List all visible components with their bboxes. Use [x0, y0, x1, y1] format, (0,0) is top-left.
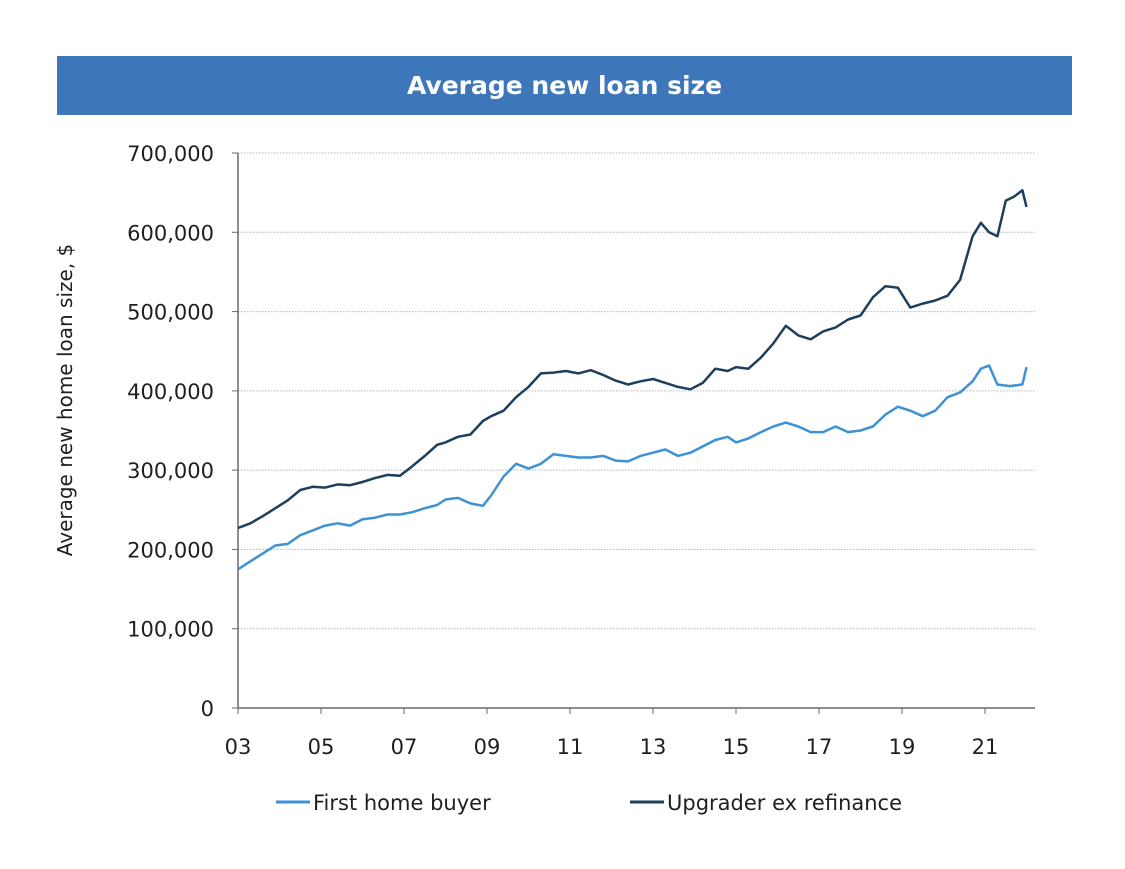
x-tick-labels: 03 05 07 09 11 13 15 17 19 21 [225, 708, 999, 759]
axes [237, 153, 1035, 709]
y-tick-label: 100,000 [127, 618, 214, 642]
legend-label-upgrader: Upgrader ex refinance [667, 791, 902, 815]
x-tick-label: 11 [557, 735, 584, 759]
chart-title-bar: Average new loan size [57, 56, 1072, 115]
x-tick-label: 19 [889, 735, 916, 759]
chart-title: Average new loan size [406, 71, 723, 100]
y-tick-label: 400,000 [127, 380, 214, 404]
series-line-first-home-buyer [237, 364, 1028, 571]
series-line-upgrader-ex-refinance [237, 189, 1028, 530]
x-tick-label: 03 [225, 735, 252, 759]
y-tick-label: 700,000 [127, 142, 214, 166]
x-tick-label: 13 [640, 735, 667, 759]
y-tick-label: 0 [201, 697, 214, 721]
x-tick-label: 05 [308, 735, 335, 759]
y-tick-label: 600,000 [127, 221, 214, 245]
x-tick-label: 15 [723, 735, 750, 759]
y-tick-label: 300,000 [127, 459, 214, 483]
legend-label-first-home-buyer: First home buyer [313, 791, 491, 815]
x-tick-label: 21 [972, 735, 999, 759]
y-axis-label: Average new home loan size, $ [53, 244, 77, 557]
legend: First home buyer Upgrader ex refinance [276, 791, 902, 815]
grid-lines [238, 152, 1035, 630]
y-tick-label: 500,000 [127, 301, 214, 325]
x-tick-label: 07 [391, 735, 418, 759]
y-tick-label: 200,000 [127, 538, 214, 562]
y-tick-labels: 0 100,000 200,000 300,000 400,000 500,000 600,… [127, 142, 238, 721]
x-tick-label: 09 [474, 735, 501, 759]
x-tick-label: 17 [806, 735, 833, 759]
series-lines [237, 189, 1028, 571]
